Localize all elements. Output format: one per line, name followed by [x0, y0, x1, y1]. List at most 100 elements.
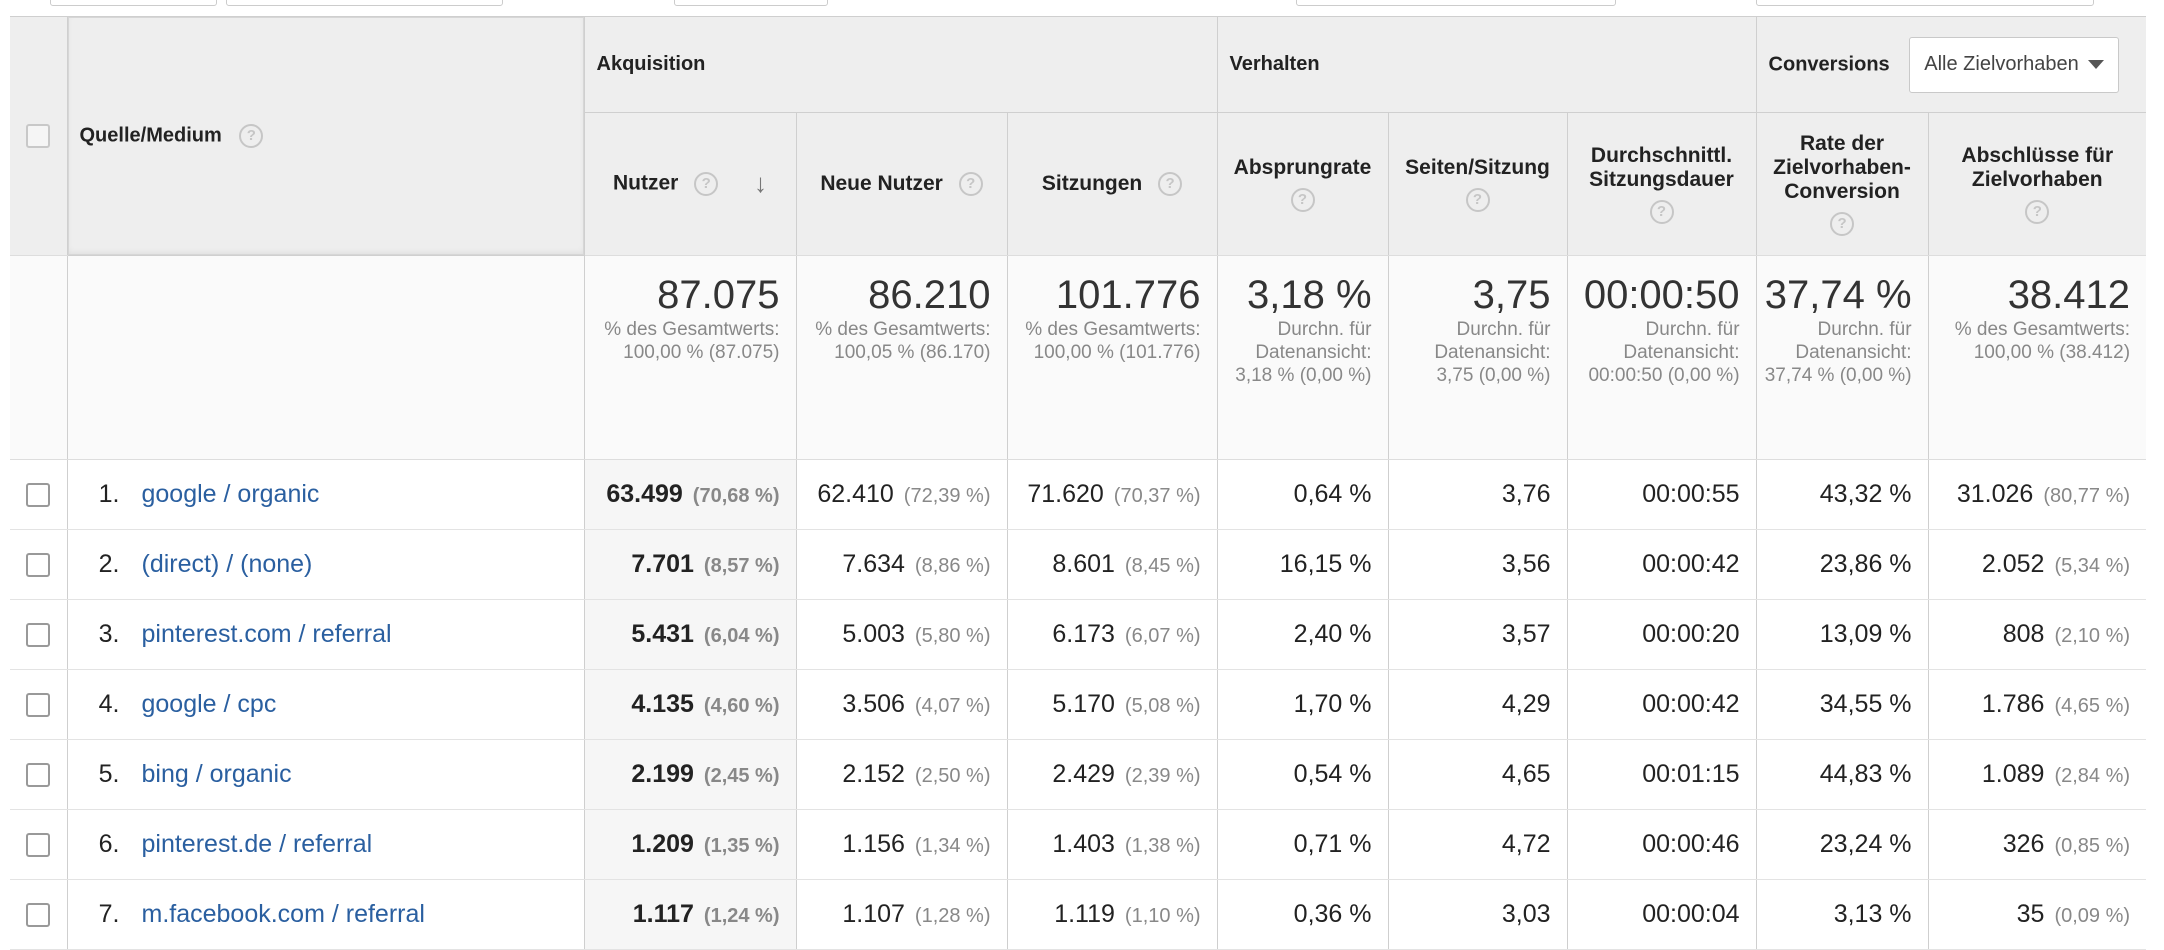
col-sessions[interactable]: Sitzungen ?: [1006, 112, 1218, 256]
col-conv-rate-label: Rate der Zielvorhaben-Conversion: [1773, 131, 1911, 204]
total-users-sub: % des Gesamtwerts: 100,00 % (87.075): [604, 319, 780, 364]
completions-cell: 808 (2,10 %): [1927, 599, 2147, 670]
bounce-cell: 0,71 %: [1216, 809, 1389, 880]
source-medium-header[interactable]: Quelle/Medium ?: [67, 16, 584, 256]
question-circle-icon[interactable]: ?: [958, 172, 983, 197]
new-users-cell: 1.107 (1,28 %): [795, 879, 1007, 950]
duration-cell: 00:00:46: [1566, 809, 1757, 880]
question-circle-icon[interactable]: ?: [239, 124, 264, 148]
totals-row: 87.075 % des Gesamtwerts: 100,00 % (87.0…: [10, 255, 2147, 460]
new-users-pct: (4,07 %): [914, 695, 991, 717]
completions-cell: 1.786 (4,65 %): [1927, 669, 2147, 740]
toolbar-control[interactable]: [674, 0, 828, 6]
total-conv-rate-value: 37,74 %: [1764, 273, 1912, 317]
source-cell: 7. m.facebook.com / referral: [67, 879, 584, 950]
duration-cell: 00:00:20: [1566, 599, 1757, 670]
goal-select-value: Alle Zielvorhaben: [1924, 53, 2079, 75]
completions-cell: 326 (0,85 %): [1927, 809, 2147, 880]
users-cell: 7.701 (8,57 %): [583, 529, 796, 600]
total-sessions-sub: % des Gesamtwerts: 100,00 % (101.776): [1025, 319, 1201, 364]
sessions-cell: 8.601 (8,45 %): [1006, 529, 1218, 600]
question-circle-icon[interactable]: ?: [2025, 200, 2050, 225]
bounce-cell: 0,64 %: [1216, 459, 1389, 530]
table-row: 7. m.facebook.com / referral 1.117 (1,24 %…: [10, 879, 2147, 950]
conv-rate-cell: 13,09 %: [1755, 599, 1929, 670]
col-conv-rate[interactable]: Rate der Zielvorhaben-Conversion ?: [1755, 112, 1929, 256]
col-avg-duration-label: Durchschnittl. Sitzungsdauer: [1589, 143, 1734, 191]
source-link[interactable]: google / organic: [141, 480, 320, 508]
new-users-cell: 62.410 (72,39 %): [795, 459, 1007, 530]
col-bounce-rate[interactable]: Absprungrate ?: [1216, 112, 1389, 256]
row-checkbox[interactable]: [26, 903, 51, 928]
group-acquisition: Akquisition: [583, 16, 1218, 113]
users-cell: 5.431 (6,04 %): [583, 599, 796, 670]
source-link[interactable]: pinterest.com / referral: [141, 620, 392, 648]
question-circle-icon[interactable]: ?: [1465, 188, 1490, 213]
row-checkbox-cell: [10, 739, 68, 810]
sessions-pct: (1,10 %): [1124, 905, 1201, 927]
new-users-value: 1.107: [842, 900, 905, 928]
row-checkbox[interactable]: [26, 693, 51, 718]
total-bounce-rate-sub: Durchn. für Datenansicht: 3,18 % (0,00 %…: [1235, 319, 1372, 387]
source-cell: 6. pinterest.de / referral: [67, 809, 584, 880]
new-users-value: 62.410: [817, 480, 894, 508]
duration-cell: 00:00:55: [1566, 459, 1757, 530]
source-link[interactable]: google / cpc: [141, 690, 277, 718]
col-completions[interactable]: Abschlüsse für Zielvorhaben ?: [1927, 112, 2147, 256]
completions-cell: 2.052 (5,34 %): [1927, 529, 2147, 600]
toolbar-control[interactable]: [50, 0, 217, 6]
total-avg-duration: 00:00:50 Durchn. für Datenansicht: 00:00…: [1566, 255, 1757, 460]
total-avg-duration-value: 00:00:50: [1583, 273, 1740, 317]
question-circle-icon[interactable]: ?: [694, 172, 719, 196]
source-link[interactable]: (direct) / (none): [141, 550, 313, 578]
goal-select[interactable]: Alle Zielvorhaben: [1909, 36, 2120, 93]
users-cell: 1.209 (1,35 %): [583, 809, 796, 880]
users-value: 5.431: [631, 620, 694, 648]
arrow-down-icon[interactable]: ↓: [754, 168, 768, 199]
users-value: 7.701: [631, 550, 694, 578]
totals-cb-cell: [10, 255, 68, 460]
source-link[interactable]: pinterest.de / referral: [141, 830, 373, 858]
question-circle-icon[interactable]: ?: [1649, 200, 1674, 225]
question-circle-icon[interactable]: ?: [1830, 212, 1855, 237]
completions-value: 326: [2002, 830, 2045, 858]
row-checkbox-cell: [10, 459, 68, 530]
total-bounce-rate-value: 3,18 %: [1246, 273, 1372, 317]
col-avg-duration[interactable]: Durchschnittl. Sitzungsdauer ?: [1566, 112, 1757, 256]
toolbar-control[interactable]: [1756, 0, 2094, 6]
select-all-checkbox[interactable]: [26, 124, 51, 148]
users-pct: (8,57 %): [703, 555, 780, 577]
total-new-users: 86.210 % des Gesamtwerts: 100,05 % (86.1…: [795, 255, 1007, 460]
question-circle-icon[interactable]: ?: [1158, 172, 1183, 197]
conv-rate-cell: 44,83 %: [1755, 739, 1929, 810]
total-bounce-rate: 3,18 % Durchn. für Datenansicht: 3,18 % …: [1216, 255, 1389, 460]
total-new-users-value: 86.210: [868, 273, 991, 317]
total-pages-session-value: 3,75: [1472, 273, 1551, 317]
col-pages-session[interactable]: Seiten/Sitzung ?: [1387, 112, 1568, 256]
users-pct: (1,35 %): [703, 835, 780, 857]
sessions-value: 6.173: [1052, 620, 1115, 648]
col-users-label: Nutzer: [612, 171, 679, 195]
row-checkbox[interactable]: [26, 833, 51, 858]
users-cell: 1.117 (1,24 %): [583, 879, 796, 950]
row-checkbox[interactable]: [26, 763, 51, 788]
pages-cell: 3,76: [1387, 459, 1568, 530]
report-table: Quelle/Medium ? Akquisition Verhalten Co…: [10, 16, 2147, 950]
row-checkbox[interactable]: [26, 623, 51, 648]
new-users-cell: 5.003 (5,80 %): [795, 599, 1007, 670]
completions-cell: 35 (0,09 %): [1927, 879, 2147, 950]
col-users[interactable]: Nutzer ? ↓: [583, 112, 796, 256]
sessions-pct: (8,45 %): [1124, 555, 1201, 577]
row-checkbox[interactable]: [26, 483, 51, 508]
source-link[interactable]: m.facebook.com / referral: [141, 900, 425, 928]
source-medium-label: Quelle/Medium: [79, 124, 222, 147]
source-link[interactable]: bing / organic: [141, 760, 292, 788]
col-new-users[interactable]: Neue Nutzer ?: [795, 112, 1007, 256]
toolbar-control[interactable]: [1296, 0, 1616, 6]
new-users-value: 7.634: [842, 550, 905, 578]
users-pct: (6,04 %): [703, 625, 780, 647]
toolbar-control[interactable]: [226, 0, 503, 6]
question-circle-icon[interactable]: ?: [1290, 188, 1315, 213]
row-checkbox[interactable]: [26, 553, 51, 578]
completions-pct: (80,77 %): [2043, 485, 2131, 507]
